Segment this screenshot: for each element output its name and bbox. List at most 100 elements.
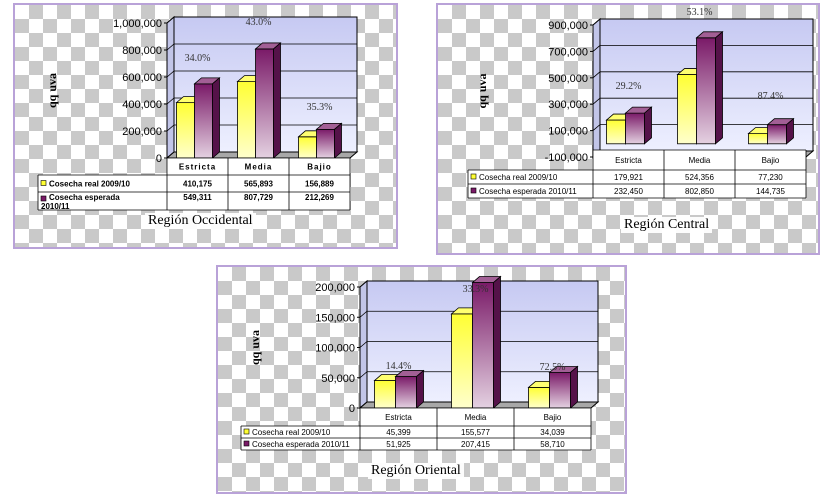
legend-entry: Cosecha real 2009/10 bbox=[479, 173, 558, 182]
category-label: Bajio bbox=[544, 413, 562, 422]
pct-annotation: 43.0% bbox=[246, 17, 272, 28]
gridline bbox=[166, 151, 357, 159]
data-label: 807,729 bbox=[244, 193, 273, 202]
data-label: 34,039 bbox=[540, 428, 565, 437]
gridline bbox=[359, 371, 598, 379]
legend-entry: Cosecha esperada 2010/11 bbox=[252, 440, 350, 449]
category-label: Bajio bbox=[762, 156, 780, 165]
gridline bbox=[359, 310, 598, 318]
gridline bbox=[592, 97, 813, 105]
data-label: 212,269 bbox=[305, 193, 334, 202]
pct-annotation: 33.3% bbox=[463, 284, 489, 295]
legend-key bbox=[243, 428, 250, 435]
data-label: 156,889 bbox=[305, 180, 334, 189]
legend-key bbox=[470, 173, 477, 180]
legend-key bbox=[470, 187, 477, 194]
legend-entry: Cosecha real 2009/10 bbox=[49, 180, 130, 189]
bar-bajio-series-2 bbox=[548, 365, 579, 409]
chart-central: -100,000 100,000 300,000 500,000 700,000 900,… bbox=[467, 7, 815, 199]
gridline bbox=[166, 43, 357, 51]
gridline bbox=[166, 16, 357, 24]
y-tick-label: 200,000 bbox=[122, 126, 162, 138]
legend-entry: Cosecha real 2009/10 bbox=[252, 428, 331, 437]
data-label: 802,850 bbox=[685, 187, 714, 196]
y-tick-label: 800,000 bbox=[122, 45, 162, 57]
data-label: 565,893 bbox=[244, 180, 273, 189]
pct-annotation: 53.1% bbox=[687, 7, 713, 18]
data-label: 410,175 bbox=[183, 180, 212, 189]
y-tick-label: 50,000 bbox=[321, 373, 355, 385]
pct-annotation: 29.2% bbox=[616, 81, 642, 92]
data-label: 45,399 bbox=[386, 428, 411, 437]
y-tick-label: 0 bbox=[349, 403, 355, 415]
y-tick-label: 600,000 bbox=[122, 72, 162, 84]
chart-panel-occidental: 0 200,000 400,000 600,000 800,000 1,000,000 qq… bbox=[13, 3, 398, 249]
y-tick-label: 100,000 bbox=[315, 343, 355, 355]
category-label: Media bbox=[245, 163, 273, 172]
data-label: 77,230 bbox=[758, 173, 783, 182]
pct-annotation: 35.3% bbox=[307, 102, 333, 113]
data-label: 58,710 bbox=[540, 440, 565, 449]
y-tick-label: 200,000 bbox=[315, 282, 355, 294]
chart-title: Región Occidental bbox=[145, 213, 256, 229]
chart-panel-central: -100,000 100,000 300,000 500,000 700,000 900,… bbox=[436, 3, 820, 255]
gridline bbox=[359, 341, 598, 348]
side-wall bbox=[592, 17, 601, 159]
gridline bbox=[166, 70, 357, 78]
y-axis-label: qq uva bbox=[475, 73, 489, 108]
data-label: 524,356 bbox=[685, 173, 714, 182]
y-tick-label: 1,000,000 bbox=[113, 18, 162, 30]
legend-key bbox=[243, 440, 250, 447]
bar-bajio-series-2 bbox=[766, 117, 795, 145]
data-label: 144,735 bbox=[756, 187, 785, 196]
gridline bbox=[592, 71, 813, 79]
y-tick-label: 500,000 bbox=[548, 73, 588, 85]
data-label: 179,921 bbox=[614, 173, 643, 182]
gridline bbox=[592, 45, 813, 52]
legend-key bbox=[40, 180, 47, 186]
data-label: 549,311 bbox=[183, 193, 212, 202]
bar-estricta-series-2 bbox=[193, 76, 221, 159]
legend-entry: Cosecha esperada 2010/11 bbox=[41, 193, 120, 211]
bar-estricta-series-2 bbox=[394, 369, 425, 409]
y-tick-label: 300,000 bbox=[548, 99, 588, 111]
pct-annotation: 14.4% bbox=[386, 361, 412, 372]
bar-media-series-2 bbox=[471, 275, 502, 409]
category-label: Estricta bbox=[385, 413, 412, 422]
pct-annotation: 87.4% bbox=[758, 91, 784, 102]
gridline bbox=[592, 18, 813, 26]
y-tick-label: 900,000 bbox=[548, 20, 588, 32]
y-tick-label: 150,000 bbox=[315, 312, 355, 324]
bar-bajio-series-2 bbox=[315, 122, 343, 159]
side-wall bbox=[166, 15, 175, 160]
gridline bbox=[359, 401, 598, 409]
gridline bbox=[592, 124, 813, 131]
data-label: 232,450 bbox=[614, 187, 643, 196]
chart-occidental: 0 200,000 400,000 600,000 800,000 1,000,000 qq… bbox=[37, 15, 359, 211]
chart-panel-oriental: 0 50,000 100,000 150,000 200,000 qq uva 14.4% 3… bbox=[216, 265, 627, 494]
pct-annotation: 34.0% bbox=[185, 53, 211, 64]
data-label: 155,577 bbox=[461, 428, 490, 437]
y-tick-label: -100,000 bbox=[545, 152, 588, 164]
y-axis-label: qq uva bbox=[248, 330, 262, 365]
category-label: Bajio bbox=[307, 163, 332, 172]
y-tick-label: 700,000 bbox=[548, 46, 588, 58]
chart-oriental: 0 50,000 100,000 150,000 200,000 qq uva 14.4% 3… bbox=[240, 275, 600, 451]
chart-title: Región Oriental bbox=[368, 463, 464, 479]
gridline bbox=[166, 97, 357, 105]
legend-entry: Cosecha esperada 2010/11 bbox=[479, 187, 577, 196]
pct-annotation: 72.5% bbox=[540, 362, 566, 373]
data-label: 207,415 bbox=[461, 440, 490, 449]
data-label: 51,925 bbox=[386, 440, 411, 449]
gridline bbox=[359, 280, 598, 288]
legend-key bbox=[40, 195, 47, 202]
category-label: Media bbox=[465, 413, 487, 422]
y-tick-label: 0 bbox=[156, 153, 162, 165]
bar-estricta-series-2 bbox=[624, 106, 653, 145]
bar-media-series-2 bbox=[695, 30, 724, 145]
category-label: Estricta bbox=[615, 156, 642, 165]
gridline bbox=[166, 124, 357, 132]
y-tick-label: 400,000 bbox=[122, 99, 162, 111]
y-axis-label: qq uva bbox=[45, 73, 59, 108]
category-label: Estricta bbox=[179, 163, 216, 172]
